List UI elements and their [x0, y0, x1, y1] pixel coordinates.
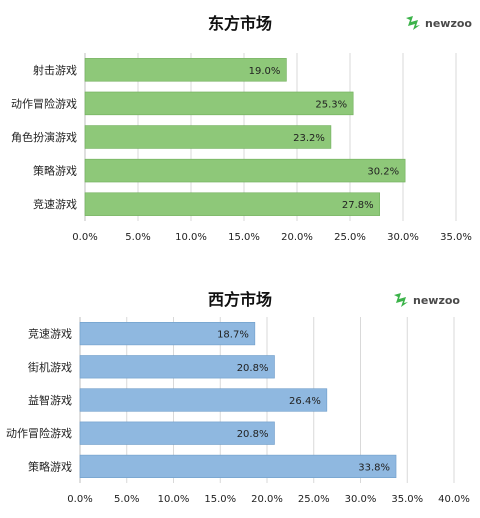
bar	[79, 454, 397, 478]
bar	[84, 125, 332, 149]
x-tick-label: 15.0%	[204, 494, 236, 505]
bar-value-label: 20.8%	[237, 429, 269, 440]
category-label: 动作冒险游戏	[6, 426, 72, 440]
bar	[84, 58, 287, 82]
category-label: 射击游戏	[33, 63, 77, 77]
newzoo-logo: newzoo	[404, 14, 472, 32]
x-tick-label: 20.0%	[281, 232, 313, 243]
newzoo-icon	[406, 16, 420, 30]
x-tick-label: 10.0%	[175, 232, 207, 243]
x-tick-label: 5.0%	[114, 494, 139, 505]
category-label: 角色扮演游戏	[11, 130, 77, 144]
bar-value-label: 33.8%	[358, 462, 390, 473]
x-tick-label: 30.0%	[387, 232, 419, 243]
east-bar-chart: 0.0% 5.0% 10.0% 15.0% 20.0% 25.0% 30.0% 35.0% 射击…	[11, 53, 472, 243]
x-tick-label: 25.0%	[298, 494, 330, 505]
category-label: 竞速游戏	[28, 327, 72, 341]
bar-value-label: 25.3%	[315, 99, 347, 110]
bar	[84, 192, 380, 216]
bar	[79, 322, 256, 346]
x-tick-label: 0.0%	[67, 494, 92, 505]
category-label: 动作冒险游戏	[11, 96, 77, 110]
bar	[84, 91, 354, 116]
bar-value-label: 26.4%	[289, 396, 321, 407]
bar-value-label: 27.8%	[342, 200, 374, 211]
x-tick-label: 30.0%	[345, 494, 377, 505]
bar-value-label: 30.2%	[367, 167, 399, 178]
category-label: 策略游戏	[28, 459, 72, 473]
bar-value-label: 23.2%	[293, 133, 325, 144]
category-label: 竞速游戏	[33, 197, 77, 211]
east-market-chart: 东方市场 newzoo 0.0% 5.0% 10.0% 15.0% 20.0% 25.0%…	[11, 14, 472, 243]
category-label: 益智游戏	[28, 393, 72, 407]
x-tick-label: 0.0%	[72, 232, 97, 243]
logo-text: newzoo	[425, 16, 472, 30]
logo-text: newzoo	[413, 293, 460, 307]
west-market-chart: 西方市场 newzoo 0.0% 5.0% 10.0% 15.0% 20.0% 25.0%…	[0, 259, 480, 518]
west-bar-chart: 0.0% 5.0% 10.0% 15.0% 20.0% 25.0% 30.0% 35.0% 40…	[6, 317, 470, 505]
bar-value-label: 19.0%	[249, 66, 281, 77]
category-label: 策略游戏	[33, 164, 77, 178]
x-tick-label: 10.0%	[158, 494, 190, 505]
x-tick-label: 35.0%	[391, 494, 423, 505]
x-tick-label: 20.0%	[251, 494, 283, 505]
x-tick-label: 25.0%	[334, 232, 366, 243]
bar-value-label: 20.8%	[237, 363, 269, 374]
x-tick-label: 35.0%	[440, 232, 472, 243]
chart-title: 东方市场	[207, 14, 272, 33]
x-tick-label: 5.0%	[125, 232, 150, 243]
x-tick-label: 15.0%	[228, 232, 260, 243]
bar-value-label: 18.7%	[217, 330, 249, 341]
x-tick-label: 40.0%	[438, 494, 470, 505]
newzoo-logo: newzoo	[392, 291, 460, 309]
bar	[84, 158, 406, 183]
bar	[79, 421, 275, 445]
newzoo-icon	[394, 293, 408, 307]
bar	[79, 388, 328, 412]
category-label: 街机游戏	[28, 360, 72, 374]
bar	[79, 355, 275, 379]
chart-title: 西方市场	[207, 290, 272, 309]
